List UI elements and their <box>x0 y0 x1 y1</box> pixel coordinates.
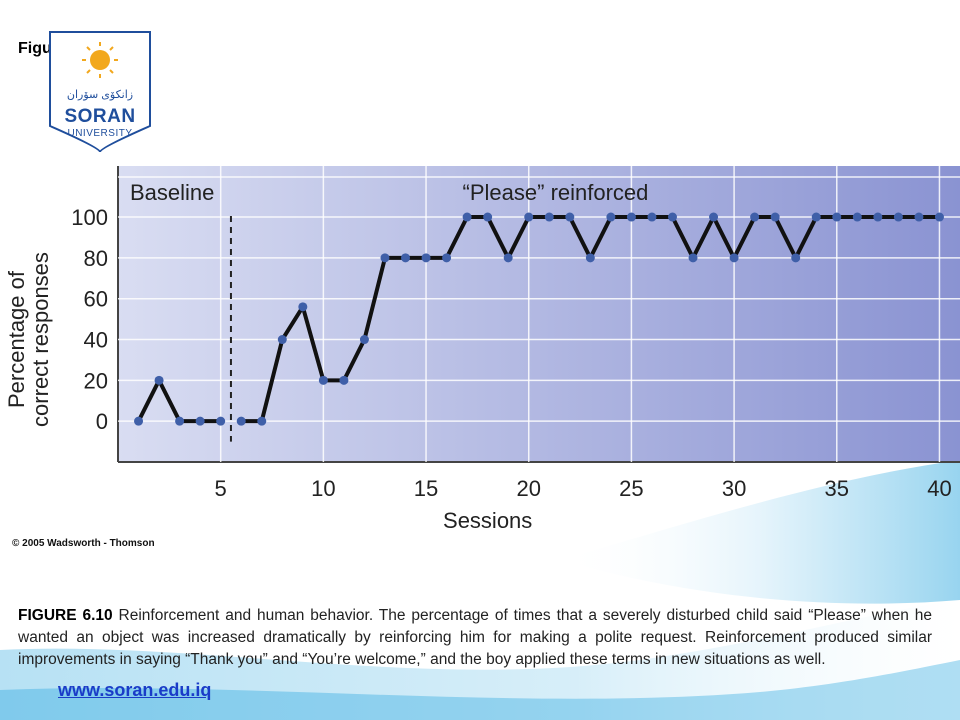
y-tick-label: 100 <box>71 205 108 230</box>
plot-area <box>118 166 960 462</box>
data-point <box>298 302 308 312</box>
y-axis-label: Percentage ofcorrect responses <box>4 252 53 427</box>
y-tick-labels: 0 20 40 60 80 100 <box>71 205 108 434</box>
x-axis-label: Sessions <box>443 508 532 533</box>
x-tick-label: 35 <box>825 476 849 501</box>
data-point <box>421 253 431 263</box>
data-point <box>914 212 924 222</box>
data-point <box>134 416 144 426</box>
data-point <box>524 212 534 222</box>
figure-caption: FIGURE 6.10 Reinforcement and human beha… <box>18 605 932 671</box>
data-points <box>134 212 944 426</box>
phase-label: Baseline <box>130 180 214 205</box>
y-tick-label: 0 <box>96 409 108 434</box>
data-point <box>729 253 739 263</box>
data-point <box>709 212 719 222</box>
data-point <box>688 253 698 263</box>
data-point <box>791 253 801 263</box>
x-tick-label: 25 <box>619 476 643 501</box>
data-point <box>339 375 349 385</box>
y-tick-label: 20 <box>84 368 108 393</box>
logo-arabic-text: زانكۆی سۆران <box>66 89 134 101</box>
line-chart: Baseline “Please” reinforced 020406080100… <box>4 166 960 533</box>
data-point <box>667 212 677 222</box>
data-point <box>893 212 903 222</box>
data-point <box>934 212 944 222</box>
data-point <box>380 253 390 263</box>
x-tick-label: 10 <box>311 476 335 501</box>
data-point <box>606 212 616 222</box>
soran-university-logo: زانكۆی سۆران SORAN UNIVERSITY <box>48 30 152 154</box>
data-point <box>544 212 554 222</box>
y-tick-label: 80 <box>84 246 108 271</box>
data-point <box>401 253 411 263</box>
y-axis-label-line: Percentage of <box>4 270 29 408</box>
data-point <box>257 416 267 426</box>
data-point <box>236 416 246 426</box>
caption-title: FIGURE 6.10 <box>18 607 113 624</box>
website-link[interactable]: www.soran.edu.iq <box>58 680 212 700</box>
data-point <box>832 212 842 222</box>
logo-name: SORAN <box>64 106 136 127</box>
data-point <box>873 212 883 222</box>
data-point <box>565 212 575 222</box>
data-point <box>770 212 780 222</box>
data-point <box>175 416 185 426</box>
x-tick-label: 15 <box>414 476 438 501</box>
data-point <box>483 212 493 222</box>
x-tick-labels: 5 10 15 20 25 30 35 40 <box>215 476 952 501</box>
data-point <box>359 335 369 345</box>
y-tick-label: 60 <box>84 287 108 312</box>
x-tick-label: 20 <box>516 476 540 501</box>
y-tick-label: 40 <box>84 328 108 353</box>
logo-shield-icon <box>49 31 151 153</box>
phase-labels: Baseline “Please” reinforced <box>130 180 648 205</box>
y-axis-label-line: correct responses <box>28 252 53 427</box>
x-tick-label: 40 <box>927 476 951 501</box>
data-point <box>626 212 636 222</box>
copyright-text: © 2005 Wadsworth - Thomson <box>12 538 155 549</box>
data-point <box>647 212 657 222</box>
data-point <box>195 416 205 426</box>
data-point <box>503 253 513 263</box>
phase-label: “Please” reinforced <box>463 180 649 205</box>
data-point <box>811 212 821 222</box>
data-point <box>750 212 760 222</box>
logo-subtitle: UNIVERSITY <box>67 128 133 139</box>
caption-body: Reinforcement and human behavior. The pe… <box>18 607 932 668</box>
data-point <box>277 335 287 345</box>
data-point <box>216 416 226 426</box>
x-tick-label: 5 <box>215 476 227 501</box>
data-point <box>154 375 164 385</box>
data-point <box>585 253 595 263</box>
data-point <box>462 212 472 222</box>
x-tick-label: 30 <box>722 476 746 501</box>
data-point <box>442 253 452 263</box>
data-point <box>318 375 328 385</box>
data-point <box>852 212 862 222</box>
